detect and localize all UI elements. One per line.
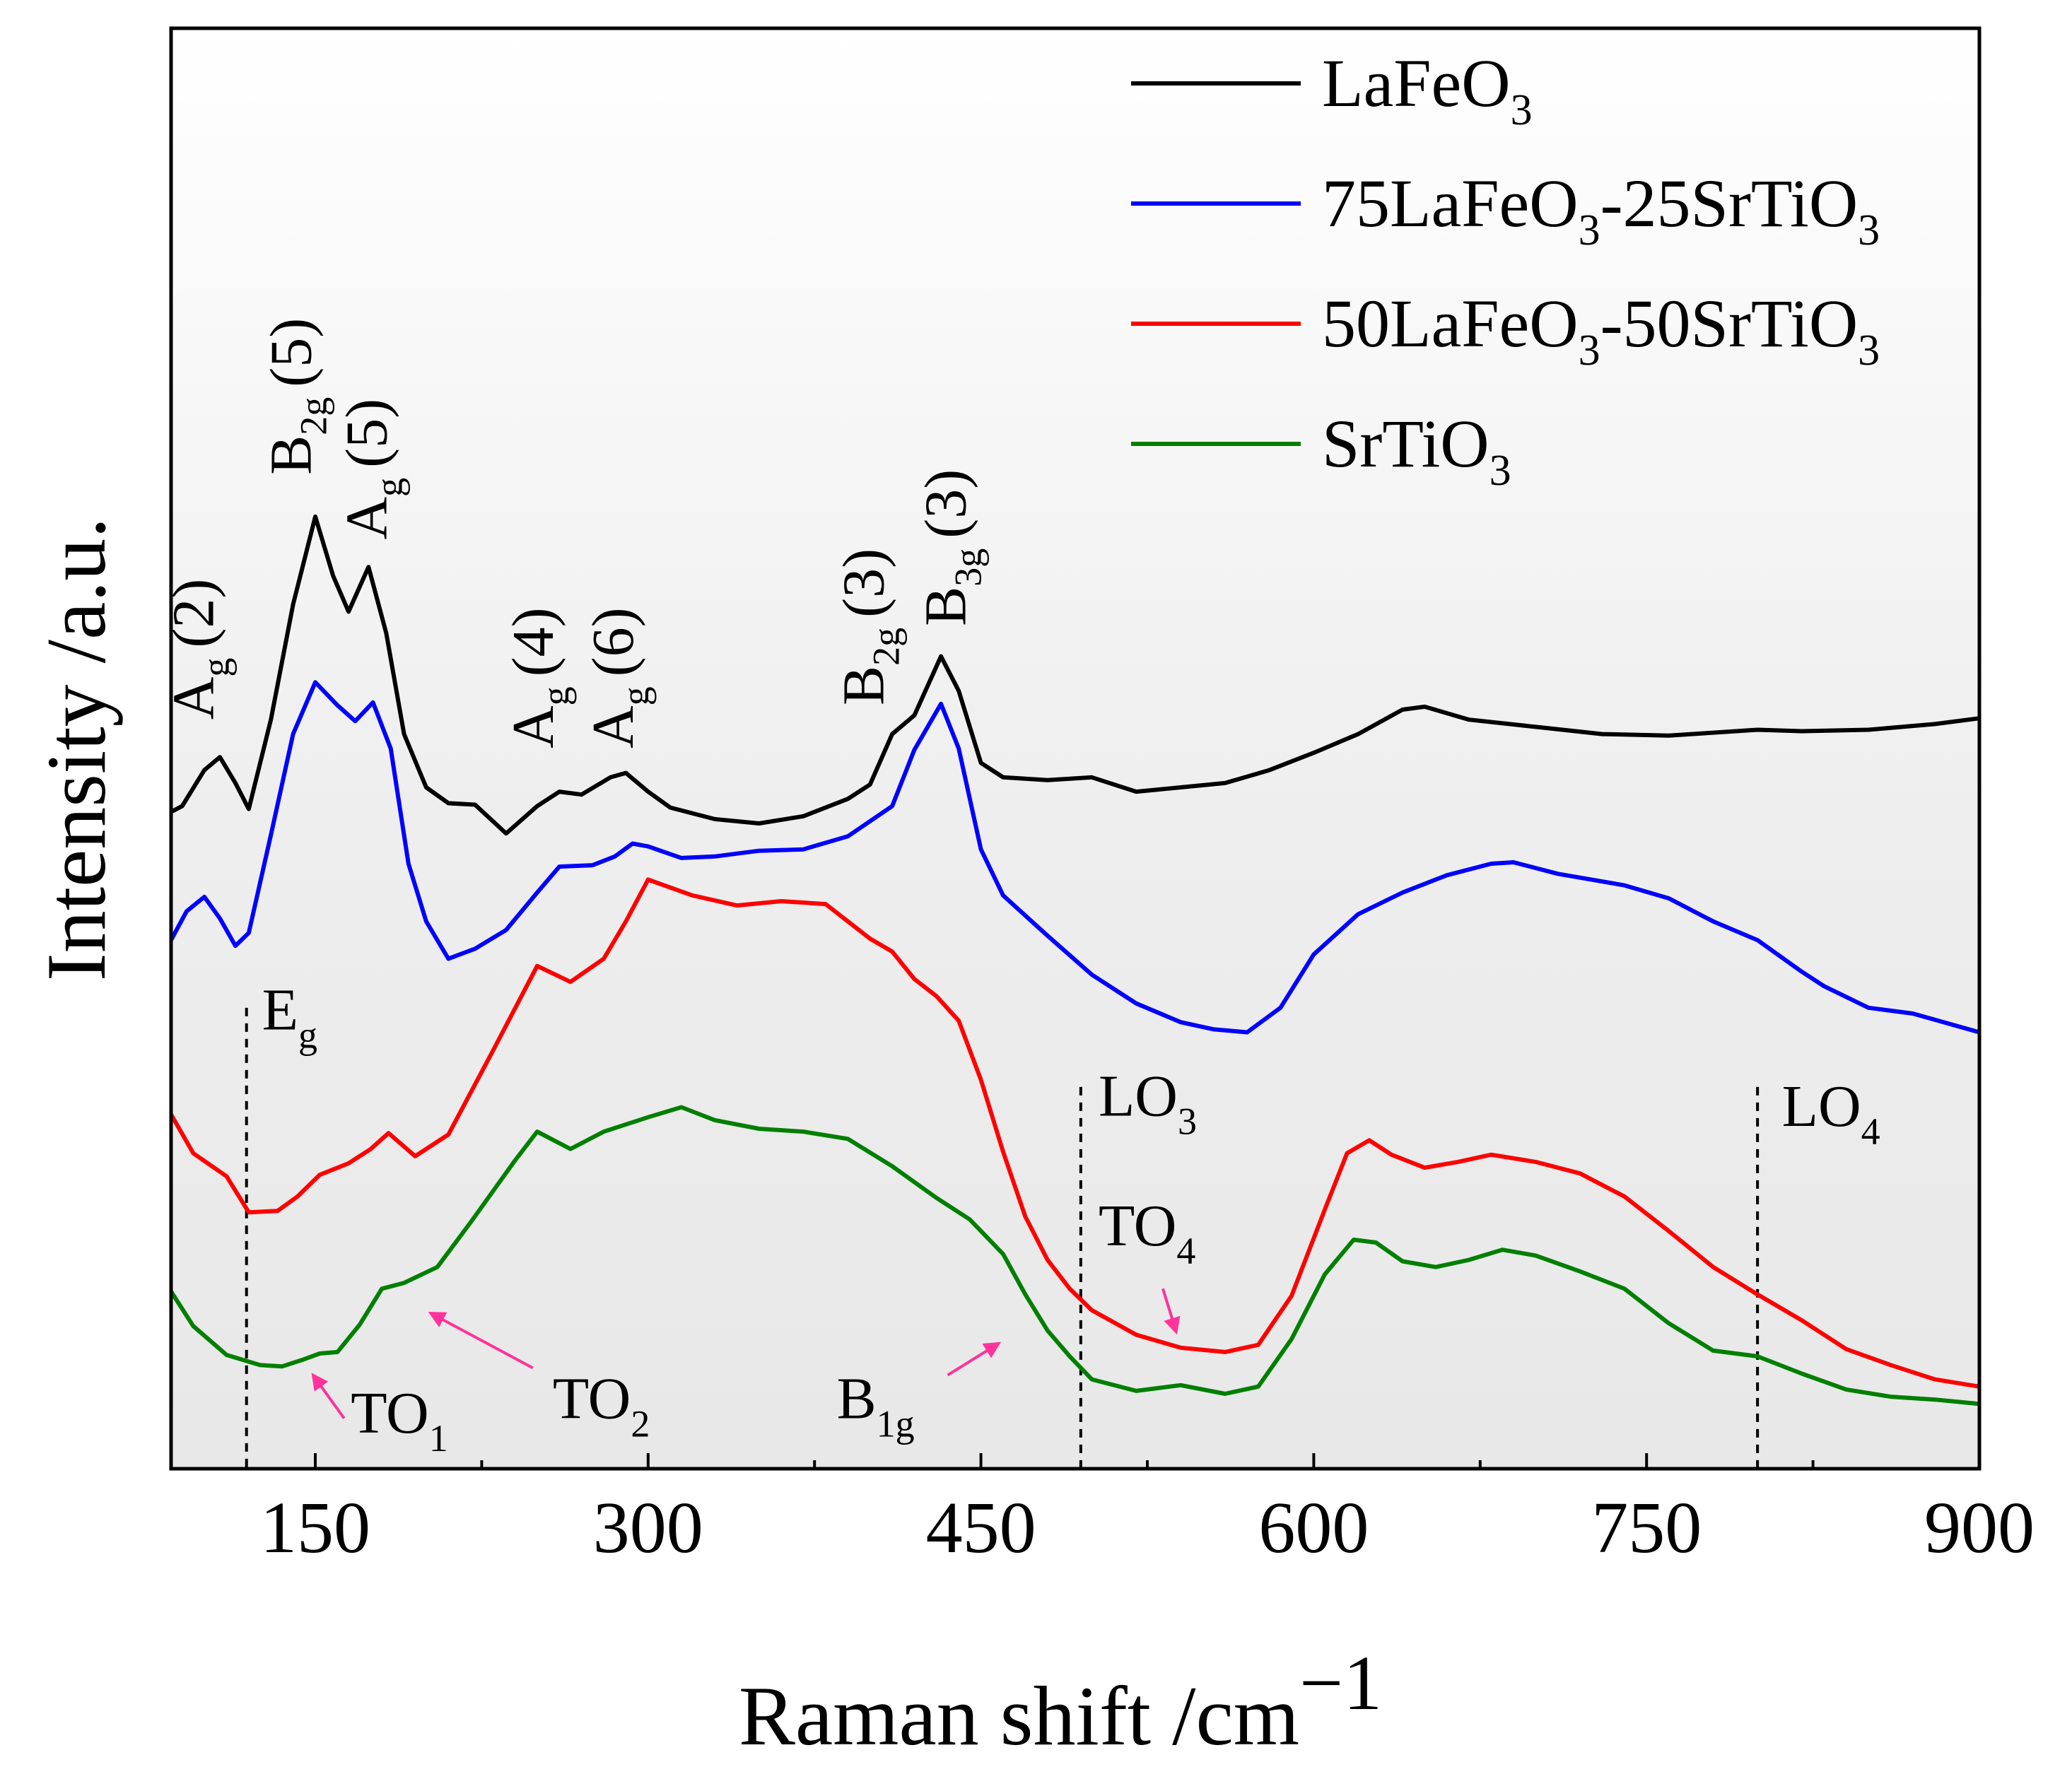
legend-label-3: SrTiO3: [1322, 406, 1511, 495]
mode-label-to2: TO2: [553, 1366, 650, 1445]
legend-label-2: 50LaFeO3-50SrTiO3: [1322, 286, 1880, 375]
peak-label: Ag (6): [580, 607, 657, 748]
series-line-2: [169, 877, 1980, 1389]
peak-label-sub: g: [368, 478, 410, 497]
annotation-arrows: [311, 1288, 1181, 1419]
plot-background: [171, 28, 1979, 1469]
mode-label-main: LO: [1099, 1064, 1178, 1129]
series-lines: [169, 514, 1980, 1407]
arrow-to1: [311, 1373, 346, 1419]
x-tick-label: 900: [1924, 1487, 2035, 1568]
peak-label-tail: (4): [501, 607, 566, 676]
x-tick-label: 750: [1591, 1487, 1702, 1568]
peak-label-main: B: [831, 666, 897, 705]
peak-label-sub: 2g: [865, 628, 908, 666]
peak-label-tail: (5): [334, 399, 399, 468]
mode-label-main: B: [837, 1366, 877, 1432]
x-axis-title-text: Raman shift /cm: [739, 1669, 1299, 1763]
peak-label-tail: (3): [831, 548, 897, 618]
legend-text-part: 3: [1489, 447, 1511, 495]
peak-label-sub: g: [614, 686, 657, 705]
legend-text-part: SrTiO: [1322, 406, 1489, 481]
y-axis-title: Intensity /a.u.: [29, 517, 123, 982]
peak-label: B2g (3): [831, 548, 908, 705]
legend-text-part: 50LaFeO: [1322, 286, 1579, 361]
mode-label-main: E: [262, 977, 298, 1043]
legend-text-part: -25SrTiO: [1600, 165, 1859, 241]
mode-label-b1g: B1g: [837, 1366, 915, 1445]
x-tick-label: 600: [1258, 1487, 1369, 1568]
legend-text-part: 3: [1579, 206, 1600, 254]
mode-label-sub: 2: [631, 1403, 650, 1445]
legend-label-0: LaFeO3: [1322, 45, 1533, 134]
peak-label-tail: (5): [259, 318, 324, 387]
mode-label-main: TO: [351, 1380, 428, 1446]
legend-text-part: 3: [1511, 86, 1533, 134]
mode-label-main: TO: [553, 1366, 631, 1432]
peak-label-sub: 2g: [293, 397, 335, 435]
mode-label-main: TO: [1099, 1193, 1176, 1259]
peak-label-main: B: [913, 587, 979, 626]
peak-label: Ag (2): [161, 579, 238, 720]
mode-label-main: LO: [1782, 1074, 1861, 1139]
legend: LaFeO375LaFeO3-25SrTiO350LaFeO3-50SrTiO3…: [1131, 45, 1880, 495]
arrow-to4: [1161, 1288, 1181, 1335]
x-axis-title: Raman shift /cm−1: [739, 1640, 1382, 1763]
reference-lines: [245, 1007, 1760, 1469]
peak-label: Ag (4): [501, 607, 577, 748]
legend-label-1: 75LaFeO3-25SrTiO3: [1322, 165, 1880, 254]
peak-label-sub: 3g: [947, 548, 990, 587]
series-line-3: [169, 1105, 1980, 1407]
mode-label-sub: 4: [1176, 1230, 1195, 1272]
peak-labels: Ag(2)B2g(5)Ag(5)Ag(4)Ag(6)B2g(3) B3g(3): [161, 318, 990, 748]
peak-label: Ag (5): [334, 399, 410, 540]
mode-label-sub: 3: [1178, 1100, 1197, 1143]
arrow-b1g: [947, 1341, 1002, 1377]
x-tick-label: 150: [260, 1487, 370, 1568]
legend-text-part: 3: [1579, 327, 1600, 375]
mode-label-sub: 4: [1861, 1110, 1880, 1153]
x-axis-ticks: 150 300 450 600 750 900: [260, 1453, 2035, 1568]
mode-label-sub: 1: [429, 1417, 448, 1460]
legend-text-part: LaFeO: [1322, 45, 1511, 121]
legend-text-part: 75LaFeO: [1322, 165, 1579, 241]
legend-text-part: 3: [1858, 327, 1880, 375]
legend-text-part: 3: [1858, 206, 1880, 254]
peak-label: B2g (5): [259, 318, 335, 475]
peak-label-sub: g: [195, 658, 238, 677]
peak-label-main: A: [334, 496, 399, 539]
peak-label-tail: (6): [580, 607, 646, 676]
peak-label-tail: (3): [913, 469, 979, 539]
peak-label-main: A: [501, 705, 566, 748]
mode-label-eg: Eg: [262, 977, 317, 1056]
mode-label-lo3: LO3: [1099, 1064, 1197, 1143]
peak-label: B3g (3): [913, 469, 990, 626]
peak-label-main: A: [580, 705, 646, 748]
legend-text-part: -50SrTiO: [1600, 286, 1859, 361]
peak-label-sub: g: [534, 686, 577, 705]
x-axis-title-sup: −1: [1299, 1640, 1382, 1726]
series-line-0: [170, 514, 1980, 836]
series-line-1: [169, 680, 1980, 1035]
plot-frame: [169, 26, 1982, 1471]
peak-label-main: B: [259, 435, 324, 475]
mode-label-sub: 1g: [877, 1403, 915, 1445]
mode-label-lo4: LO4: [1782, 1074, 1880, 1153]
x-tick-label: 300: [593, 1487, 703, 1568]
arrow-to2: [428, 1312, 534, 1370]
peak-label-tail: (2): [161, 579, 227, 648]
mode-label-to4: TO4: [1099, 1193, 1195, 1272]
mode-label-to1: TO1: [351, 1380, 447, 1460]
peak-label-main: A: [161, 676, 227, 720]
mode-label-sub: g: [298, 1014, 317, 1056]
x-tick-label: 450: [926, 1487, 1036, 1568]
